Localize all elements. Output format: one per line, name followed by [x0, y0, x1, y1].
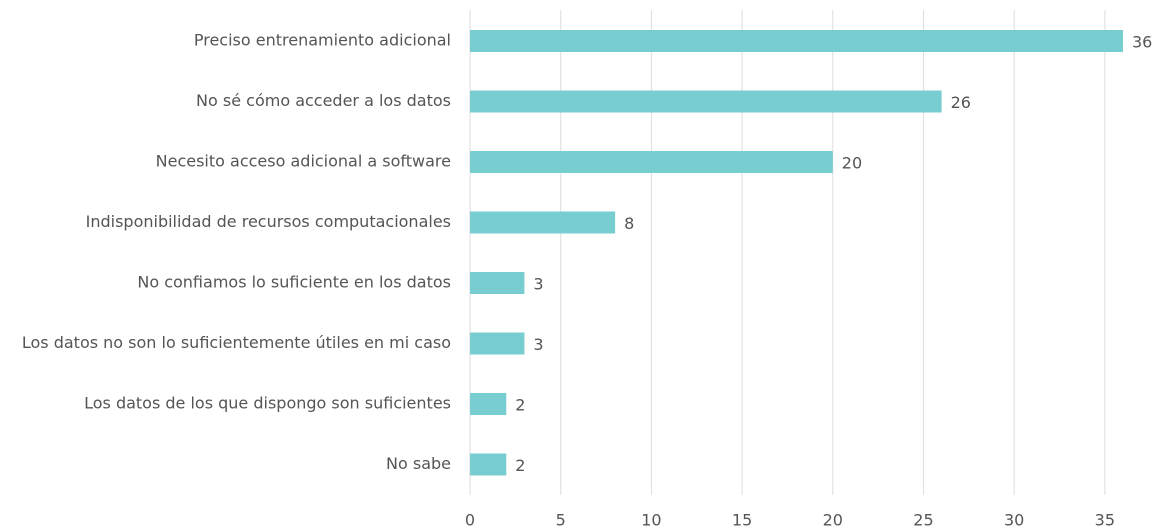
value-label: 8 [624, 214, 634, 233]
bar [470, 272, 525, 294]
x-tick-label: 5 [556, 511, 566, 529]
value-label: 36 [1132, 33, 1152, 52]
value-label: 3 [533, 335, 543, 354]
bar [470, 151, 833, 173]
category-label: Los datos de los que dispongo son sufici… [84, 394, 451, 413]
x-tick-label: 30 [1004, 511, 1024, 529]
x-tick-label: 20 [823, 511, 843, 529]
bar [470, 453, 507, 476]
bar [470, 30, 1123, 52]
value-label: 3 [533, 275, 543, 294]
bar [470, 393, 507, 415]
category-label: No confiamos lo suficiente en los datos [137, 273, 451, 292]
x-tick-label: 25 [913, 511, 933, 529]
category-label: Necesito acceso adicional a software [156, 152, 451, 171]
category-label: No sé cómo acceder a los datos [196, 91, 451, 110]
bar [470, 332, 525, 355]
x-tick-label: 15 [732, 511, 752, 529]
category-label: Los datos no son lo suficientemente útil… [22, 333, 451, 352]
value-label: 2 [515, 456, 525, 475]
category-label: No sabe [386, 454, 451, 473]
category-label: Indisponibilidad de recursos computacion… [86, 212, 451, 231]
category-label: Preciso entrenamiento adicional [194, 31, 451, 50]
x-tick-label: 35 [1095, 511, 1115, 529]
bar [470, 90, 942, 113]
value-label: 26 [951, 93, 971, 112]
value-label: 2 [515, 396, 525, 415]
x-tick-label: 0 [465, 511, 475, 529]
bar [470, 211, 616, 234]
value-label: 20 [842, 154, 862, 173]
x-tick-label: 10 [641, 511, 661, 529]
